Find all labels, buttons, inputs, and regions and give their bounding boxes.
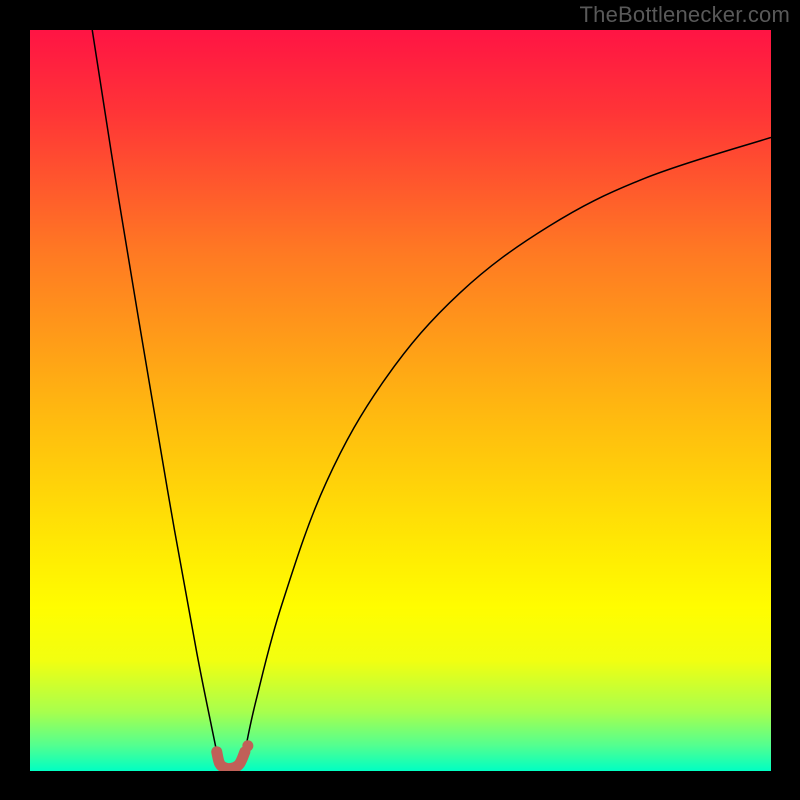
valley-marker-dot bbox=[242, 740, 253, 751]
gradient-background bbox=[30, 30, 771, 771]
watermark-text: TheBottlenecker.com bbox=[580, 2, 790, 28]
bottleneck-chart bbox=[30, 30, 771, 771]
